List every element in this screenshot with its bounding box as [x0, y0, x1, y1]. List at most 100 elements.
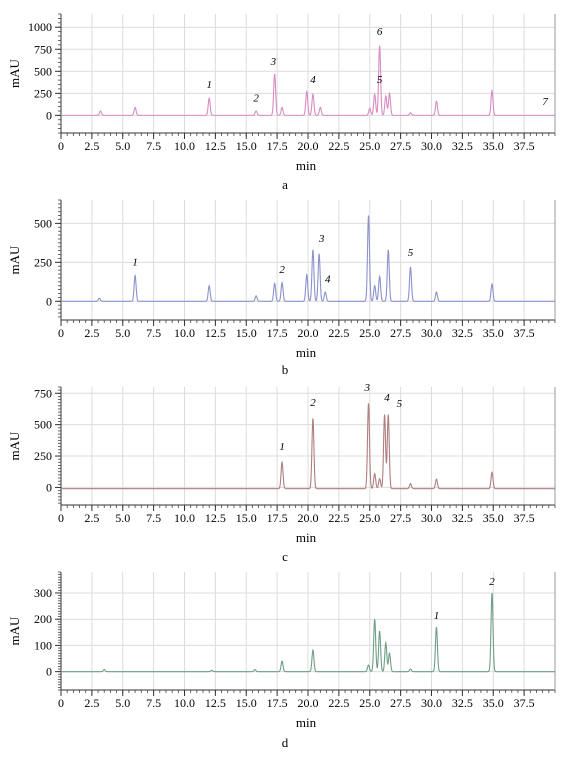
- peak-point: [312, 93, 314, 95]
- y-tick-label: 300: [34, 586, 52, 600]
- chromatogram-trace: [61, 45, 555, 116]
- peak-point: [99, 110, 101, 112]
- x-tick-label: 10.0: [174, 696, 195, 710]
- panel-letter: c: [282, 549, 288, 564]
- panel-letter: b: [282, 362, 289, 377]
- peak-point: [373, 285, 375, 287]
- peak-point: [435, 626, 437, 628]
- x-tick-label: 0: [58, 511, 64, 525]
- x-tick-label: 20.0: [298, 511, 319, 525]
- peak-point: [273, 73, 275, 75]
- peak-point: [281, 461, 283, 463]
- peak-point: [491, 89, 493, 91]
- y-axis-title: mAU: [7, 245, 22, 275]
- peak-point: [134, 274, 136, 276]
- x-tick-label: 15.0: [236, 511, 257, 525]
- y-tick-label: 250: [34, 255, 52, 269]
- x-tick-label: 22.5: [328, 139, 349, 153]
- peak-number-label: 2: [253, 92, 259, 104]
- peak-point: [409, 668, 411, 670]
- peak-point: [367, 664, 369, 666]
- x-tick-label: 22.5: [328, 326, 349, 340]
- x-tick-label: 7.5: [146, 326, 161, 340]
- y-tick-label: 750: [34, 42, 52, 56]
- peak-number-label: 4: [384, 392, 390, 404]
- peak-number-label: 7: [542, 96, 548, 108]
- peak-point: [134, 106, 136, 108]
- peak-point: [255, 110, 257, 112]
- x-tick-label: 10.0: [174, 511, 195, 525]
- y-tick-label: 0: [46, 108, 52, 122]
- peak-number-label: 5: [408, 247, 414, 259]
- peak-point: [324, 291, 326, 293]
- x-tick-label: 2.5: [84, 696, 99, 710]
- x-axis-title: min: [296, 345, 317, 360]
- x-tick-label: 17.5: [267, 326, 288, 340]
- peak-point: [409, 266, 411, 268]
- panel-letter: d: [282, 735, 289, 750]
- peak-point: [491, 283, 493, 285]
- y-tick-label: 500: [34, 64, 52, 78]
- y-tick-label: 750: [34, 386, 52, 400]
- x-tick-label: 27.5: [390, 139, 411, 153]
- y-axis-title: mAU: [7, 431, 22, 461]
- peak-point: [210, 669, 212, 671]
- x-tick-label: 20.0: [298, 696, 319, 710]
- peak-point: [318, 253, 320, 255]
- x-tick-label: 20.0: [298, 326, 319, 340]
- x-tick-label: 35.0: [483, 139, 504, 153]
- x-tick-label: 12.5: [205, 139, 226, 153]
- peak-point: [378, 275, 380, 277]
- peak-point: [367, 214, 369, 216]
- x-tick-label: 32.5: [452, 511, 473, 525]
- x-tick-label: 17.5: [267, 139, 288, 153]
- x-tick-label: 37.5: [514, 326, 535, 340]
- chromatogram-trace: [61, 592, 555, 673]
- peak-point: [373, 472, 375, 474]
- x-tick-label: 17.5: [267, 696, 288, 710]
- y-axis-title: mAU: [7, 616, 22, 646]
- peak-point: [273, 282, 275, 284]
- peak-number-label: 4: [325, 274, 331, 286]
- peak-point: [208, 285, 210, 287]
- peak-number-label: 3: [318, 233, 325, 245]
- peak-point: [373, 93, 375, 95]
- panel-letter: a: [282, 177, 288, 192]
- peak-number-label: 1: [434, 610, 440, 622]
- x-tick-label: 7.5: [146, 139, 161, 153]
- x-tick-label: 7.5: [146, 696, 161, 710]
- peak-point: [281, 106, 283, 108]
- x-tick-label: 20.0: [298, 139, 319, 153]
- peak-number-label: 4: [310, 74, 316, 86]
- x-axis-title: min: [296, 530, 317, 545]
- peak-point: [378, 630, 380, 632]
- x-tick-label: 37.5: [514, 696, 535, 710]
- y-tick-label: 100: [34, 638, 52, 652]
- x-tick-label: 0: [58, 326, 64, 340]
- x-tick-label: 32.5: [452, 696, 473, 710]
- x-tick-label: 22.5: [328, 511, 349, 525]
- peak-point: [373, 618, 375, 620]
- x-tick-label: 2.5: [84, 511, 99, 525]
- x-tick-label: 17.5: [267, 511, 288, 525]
- peak-point: [312, 249, 314, 251]
- x-tick-label: 37.5: [514, 511, 535, 525]
- peak-number-label: 6: [377, 26, 383, 38]
- y-tick-label: 200: [34, 612, 52, 626]
- peak-number-label: 3: [364, 382, 371, 394]
- y-tick-label: 0: [46, 665, 52, 679]
- x-tick-label: 12.5: [205, 326, 226, 340]
- x-tick-label: 30.0: [421, 326, 442, 340]
- x-tick-label: 30.0: [421, 511, 442, 525]
- x-tick-label: 25.0: [359, 326, 380, 340]
- peak-point: [312, 649, 314, 651]
- peak-point: [306, 90, 308, 92]
- x-tick-label: 27.5: [390, 696, 411, 710]
- x-tick-label: 32.5: [452, 326, 473, 340]
- x-tick-label: 25.0: [359, 511, 380, 525]
- y-tick-label: 500: [34, 418, 52, 432]
- x-tick-label: 30.0: [421, 139, 442, 153]
- y-tick-label: 250: [34, 86, 52, 100]
- x-tick-label: 2.5: [84, 139, 99, 153]
- peak-number-label: 2: [279, 264, 285, 276]
